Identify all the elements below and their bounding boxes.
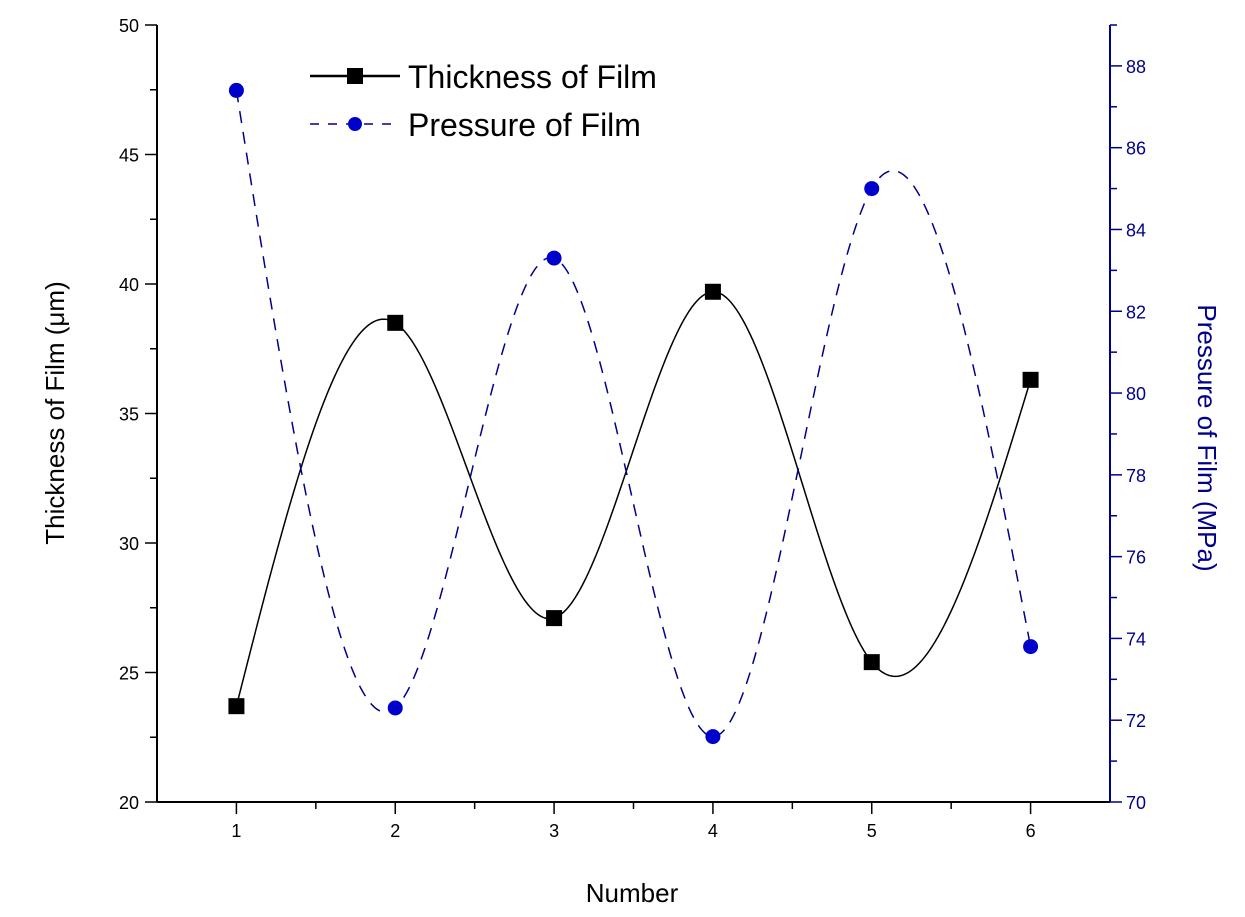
- x-tick-label: 4: [708, 821, 718, 841]
- series-line-thickness: [235, 291, 1032, 707]
- thickness-point: [863, 654, 880, 671]
- x-axis: 1 2 3 4 5 6: [231, 802, 1036, 841]
- right-tick-label: 84: [1126, 220, 1146, 240]
- x-tick-label: 5: [867, 821, 877, 841]
- right-tick-label: 86: [1126, 139, 1146, 159]
- left-tick-label: 20: [119, 793, 139, 813]
- x-tick-label: 1: [231, 821, 241, 841]
- legend-item-thickness: Thickness of Film: [310, 59, 657, 95]
- x-axis-title: Number: [586, 878, 679, 908]
- left-tick-label: 40: [119, 275, 139, 295]
- pressure-point: [864, 181, 880, 197]
- left-y-axis: 20 25 30 35 40 45 50: [119, 16, 157, 813]
- right-y-axis: 70 72 74 76 78 80 82 84 86 88: [1110, 24, 1146, 813]
- left-tick-label: 30: [119, 534, 139, 554]
- x-tick-label: 6: [1026, 821, 1036, 841]
- pressure-point: [387, 700, 403, 716]
- left-tick-label: 35: [119, 405, 139, 425]
- series-line-pressure: [235, 90, 1032, 738]
- thickness-point: [228, 698, 245, 715]
- thickness-point: [546, 610, 563, 627]
- pressure-point: [705, 729, 721, 745]
- right-tick-label: 88: [1126, 57, 1146, 77]
- left-tick-label: 25: [119, 664, 139, 684]
- pressure-point: [1023, 639, 1039, 655]
- right-tick-label: 80: [1126, 384, 1146, 404]
- right-tick-label: 78: [1126, 466, 1146, 486]
- right-tick-label: 76: [1126, 548, 1146, 568]
- legend-label-pressure: Pressure of Film: [408, 107, 641, 143]
- left-y-axis-title: Thickness of Film (μm): [40, 281, 70, 544]
- thickness-point: [387, 314, 404, 331]
- left-tick-label: 50: [119, 16, 139, 36]
- thickness-point: [704, 283, 721, 300]
- legend: Thickness of Film Pressure of Film: [310, 59, 657, 143]
- x-tick-label: 2: [390, 821, 400, 841]
- pressure-point: [546, 250, 562, 266]
- series-layer: [228, 82, 1039, 745]
- right-tick-label: 74: [1126, 629, 1146, 649]
- right-y-axis-title: Pressure of Film (MPa): [1192, 304, 1222, 571]
- right-tick-label: 82: [1126, 302, 1146, 322]
- right-tick-label: 70: [1126, 793, 1146, 813]
- legend-item-pressure: Pressure of Film: [310, 107, 641, 143]
- legend-label-thickness: Thickness of Film: [408, 59, 657, 95]
- thickness-point: [1022, 371, 1039, 388]
- pressure-point: [228, 82, 244, 98]
- right-tick-label: 72: [1126, 711, 1146, 731]
- left-tick-label: 45: [119, 146, 139, 166]
- x-tick-label: 3: [549, 821, 559, 841]
